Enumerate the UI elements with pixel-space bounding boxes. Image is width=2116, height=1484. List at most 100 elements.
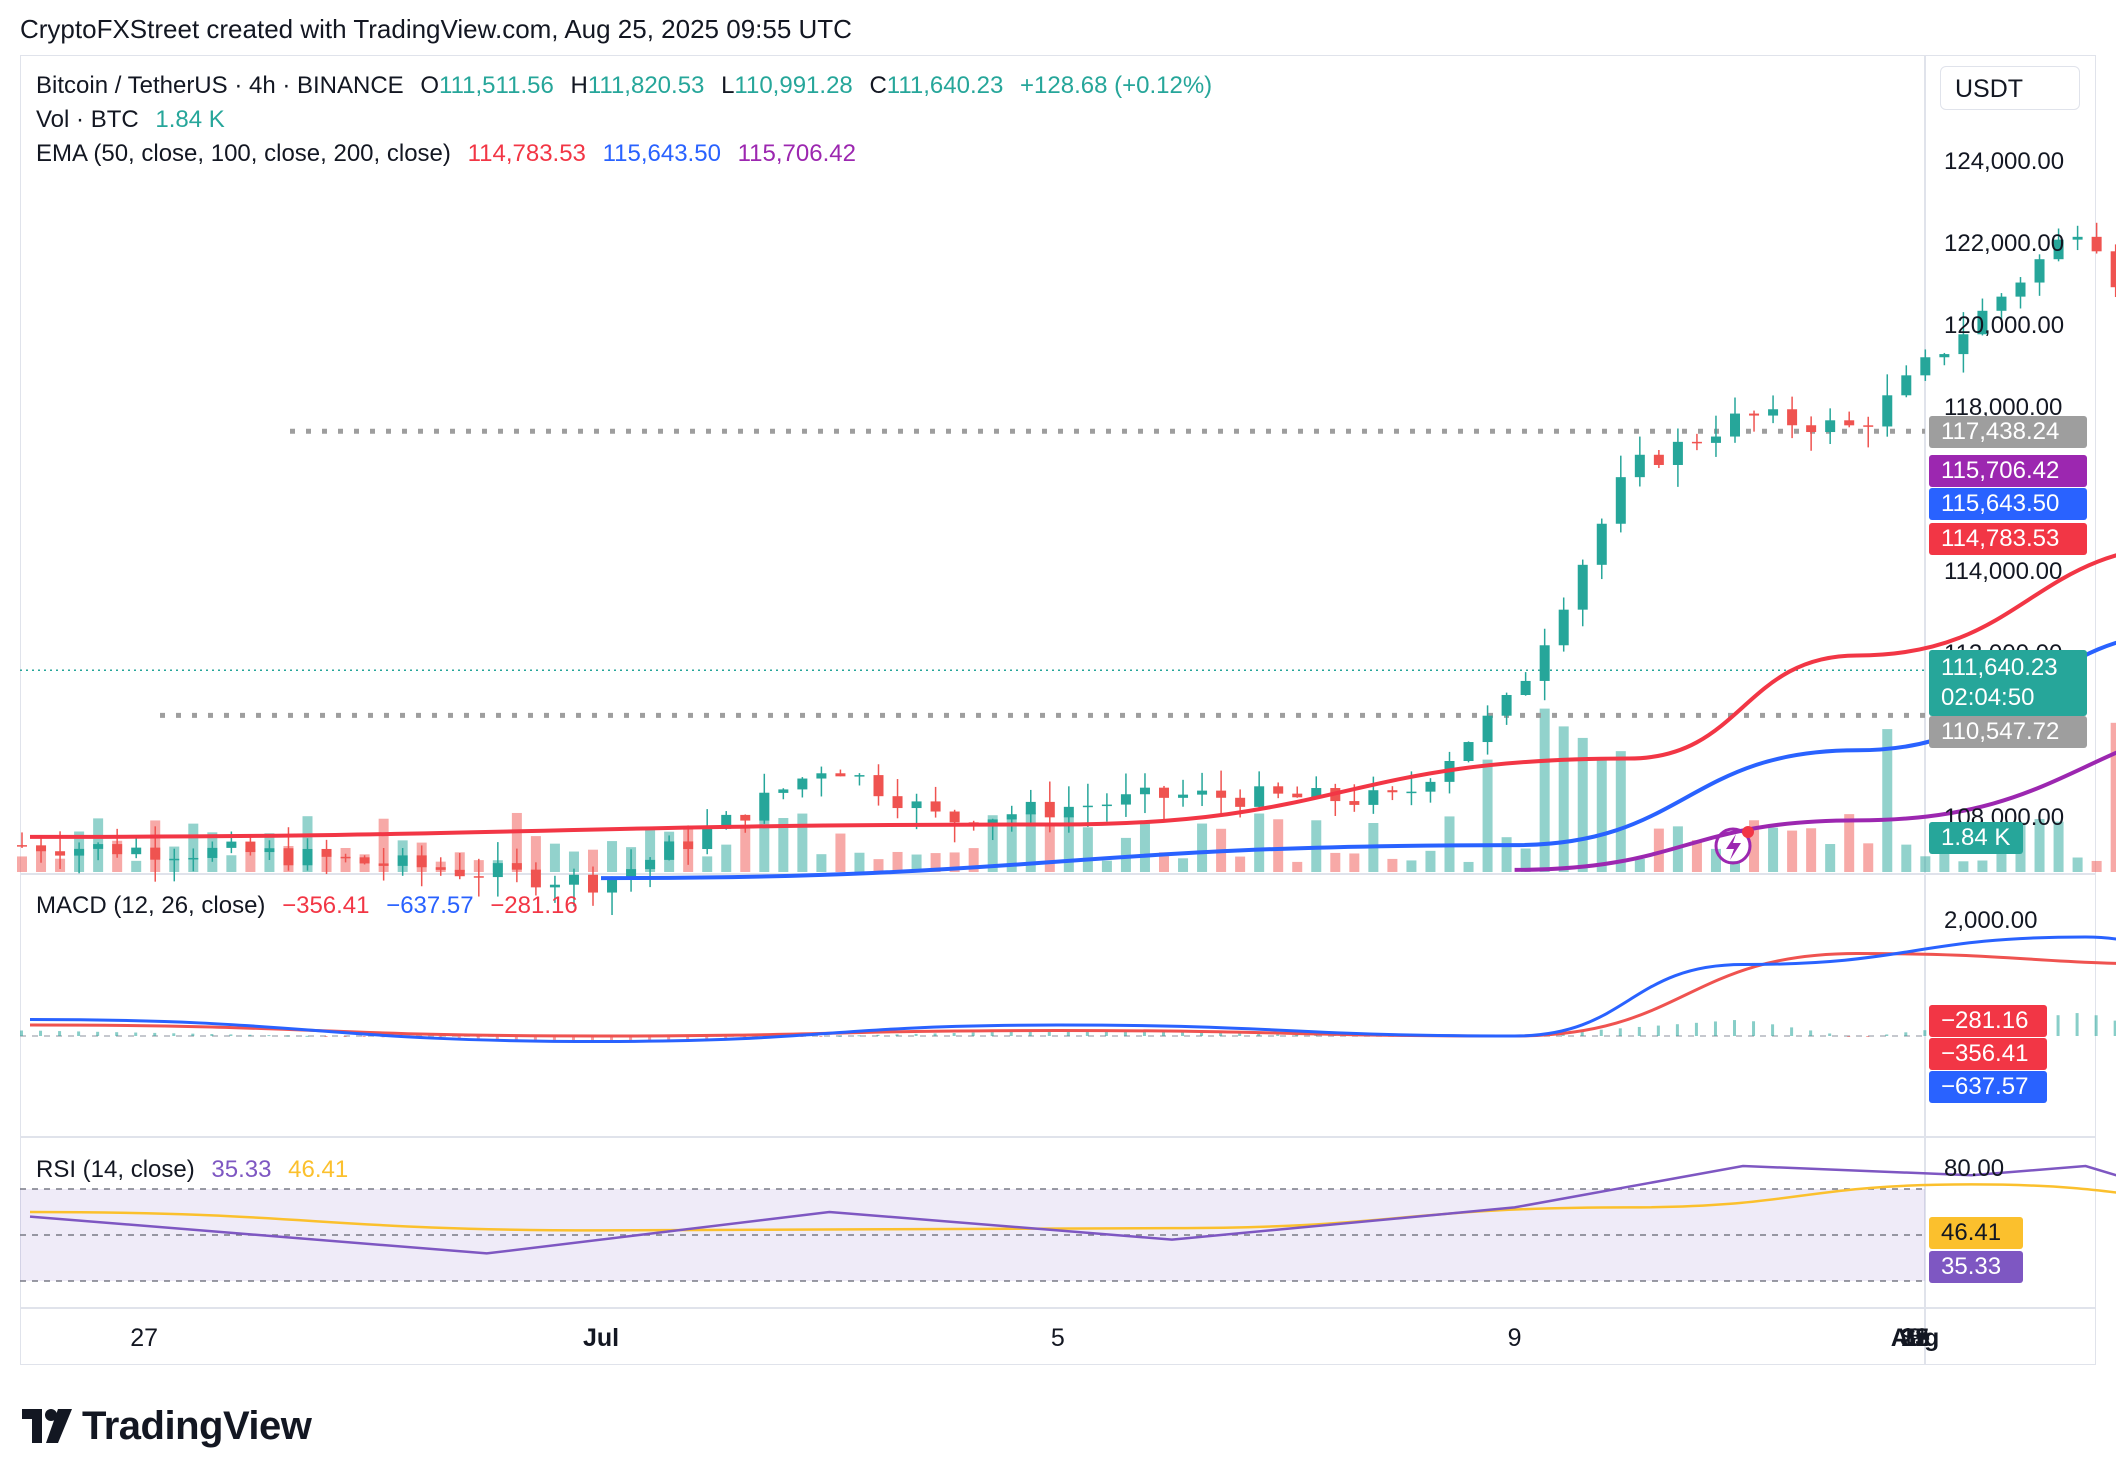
candle-body (1368, 790, 1379, 805)
macd-histogram-bar (686, 1036, 690, 1040)
volume-bar (1882, 729, 1893, 872)
header-credit: CryptoFXStreet created with TradingView.… (20, 14, 852, 44)
horizontal-levels (20, 428, 1925, 718)
candle (112, 828, 123, 858)
candle (36, 835, 47, 863)
date-tick: 9 (1908, 1324, 1922, 1352)
candle-body (74, 848, 85, 856)
candle (2034, 254, 2045, 296)
candle-body (416, 855, 427, 868)
macd-histogram-bar (77, 1031, 81, 1036)
symbol-name[interactable]: Bitcoin / TetherUS · 4h · BINANCE (36, 72, 404, 99)
macd-histogram-bar (1066, 1030, 1070, 1036)
volume-bar (1139, 821, 1150, 872)
macd-histogram-bar (1142, 1031, 1146, 1036)
currency-selector[interactable]: USDT (1940, 66, 2080, 110)
candle (1634, 436, 1645, 487)
volume-bar (1254, 813, 1265, 872)
macd-histogram-bar (343, 1036, 347, 1037)
volume-bar (797, 813, 808, 872)
macd-histogram-bar (857, 1035, 861, 1037)
volume-legend[interactable]: Vol · BTC 1.84 K (36, 106, 235, 134)
candle (473, 858, 484, 897)
candle-countdown: 02:04:50 (1941, 684, 2035, 711)
candle (1730, 397, 1740, 443)
volume-bar (778, 818, 789, 872)
volume-bar (2034, 819, 2045, 872)
candle-body (1178, 794, 1189, 798)
candle (397, 848, 408, 876)
macd-histogram-bar (267, 1035, 271, 1037)
macd-histogram-bar (1219, 1032, 1223, 1036)
macd-histogram-bar (1580, 1031, 1584, 1036)
candle (1977, 298, 1988, 336)
rsi-tag: 35.33 (1929, 1251, 2023, 1283)
macd-histogram-bar (610, 1036, 614, 1042)
candle-body (1691, 441, 1702, 444)
volume-bar (226, 855, 237, 872)
macd-line (29, 935, 2116, 1044)
candle (74, 842, 85, 874)
candle (1615, 455, 1626, 533)
volume-bar (1025, 812, 1036, 872)
macd-histogram-bar (914, 1033, 918, 1036)
symbol-legend[interactable]: Bitcoin / TetherUS · 4h · BINANCE O111,5… (36, 72, 1222, 100)
candle (1787, 396, 1798, 439)
macd-histogram-bar (96, 1031, 100, 1036)
candle-body (1216, 790, 1227, 798)
candle (1006, 805, 1017, 832)
candle (1806, 416, 1817, 451)
candle (1844, 411, 1855, 428)
candle (1120, 773, 1131, 817)
ema-legend[interactable]: EMA (50, close, 100, close, 200, close) … (36, 140, 866, 168)
high-value: 111,820.53 (587, 72, 705, 99)
candle (1520, 672, 1531, 696)
candle-body (892, 796, 903, 809)
candle-body (2053, 239, 2064, 260)
volume-bar (188, 823, 199, 872)
date-tick: Se (1899, 1324, 1931, 1352)
volume-bar (968, 848, 979, 872)
candle (492, 842, 503, 897)
candle-body (816, 773, 827, 779)
candle (568, 868, 579, 907)
candle (1882, 374, 1893, 437)
candle-body (1425, 781, 1436, 792)
candle (1292, 786, 1303, 798)
volume-bar (854, 852, 865, 872)
candle-body (245, 841, 256, 853)
tradingview-logo[interactable]: TradingView (22, 1404, 312, 1449)
macd-signal-tag: −281.16 (1929, 1005, 2047, 1037)
candle-body (1311, 788, 1322, 798)
candle-body (1672, 441, 1683, 465)
candle-body (1825, 420, 1836, 433)
close-label: C (869, 72, 887, 99)
volume-bar (1159, 852, 1169, 872)
macd-histogram-bar (705, 1036, 709, 1039)
macd-histogram-bar (1675, 1024, 1679, 1036)
date-tick: 21 (1901, 1324, 1929, 1352)
candle (17, 832, 27, 848)
rsi-legend[interactable]: RSI (14, close) 35.33 46.41 (36, 1156, 358, 1184)
candle-body (1882, 395, 1893, 427)
candle (1501, 692, 1512, 725)
macd-legend[interactable]: MACD (12, 26, close) −356.41 −637.57 −28… (36, 892, 588, 920)
candle-body (1197, 790, 1208, 795)
volume-bar (645, 830, 656, 872)
candle (1558, 597, 1569, 652)
volume-bar (1101, 860, 1112, 872)
macd-histogram-bar (1162, 1031, 1165, 1036)
macd-histogram-bar (1047, 1030, 1051, 1036)
date-tick: 21 (1901, 1324, 1929, 1352)
candle (207, 841, 218, 862)
macd-histogram-bar (58, 1031, 62, 1036)
volume-bar (987, 815, 998, 872)
candle-body (321, 848, 332, 857)
candle-body (378, 863, 389, 866)
candle-body (1063, 806, 1074, 818)
macd-histogram-bar (457, 1036, 461, 1039)
candle (264, 840, 275, 860)
volume-bar (511, 812, 522, 872)
flash-icon[interactable] (1714, 826, 1754, 865)
